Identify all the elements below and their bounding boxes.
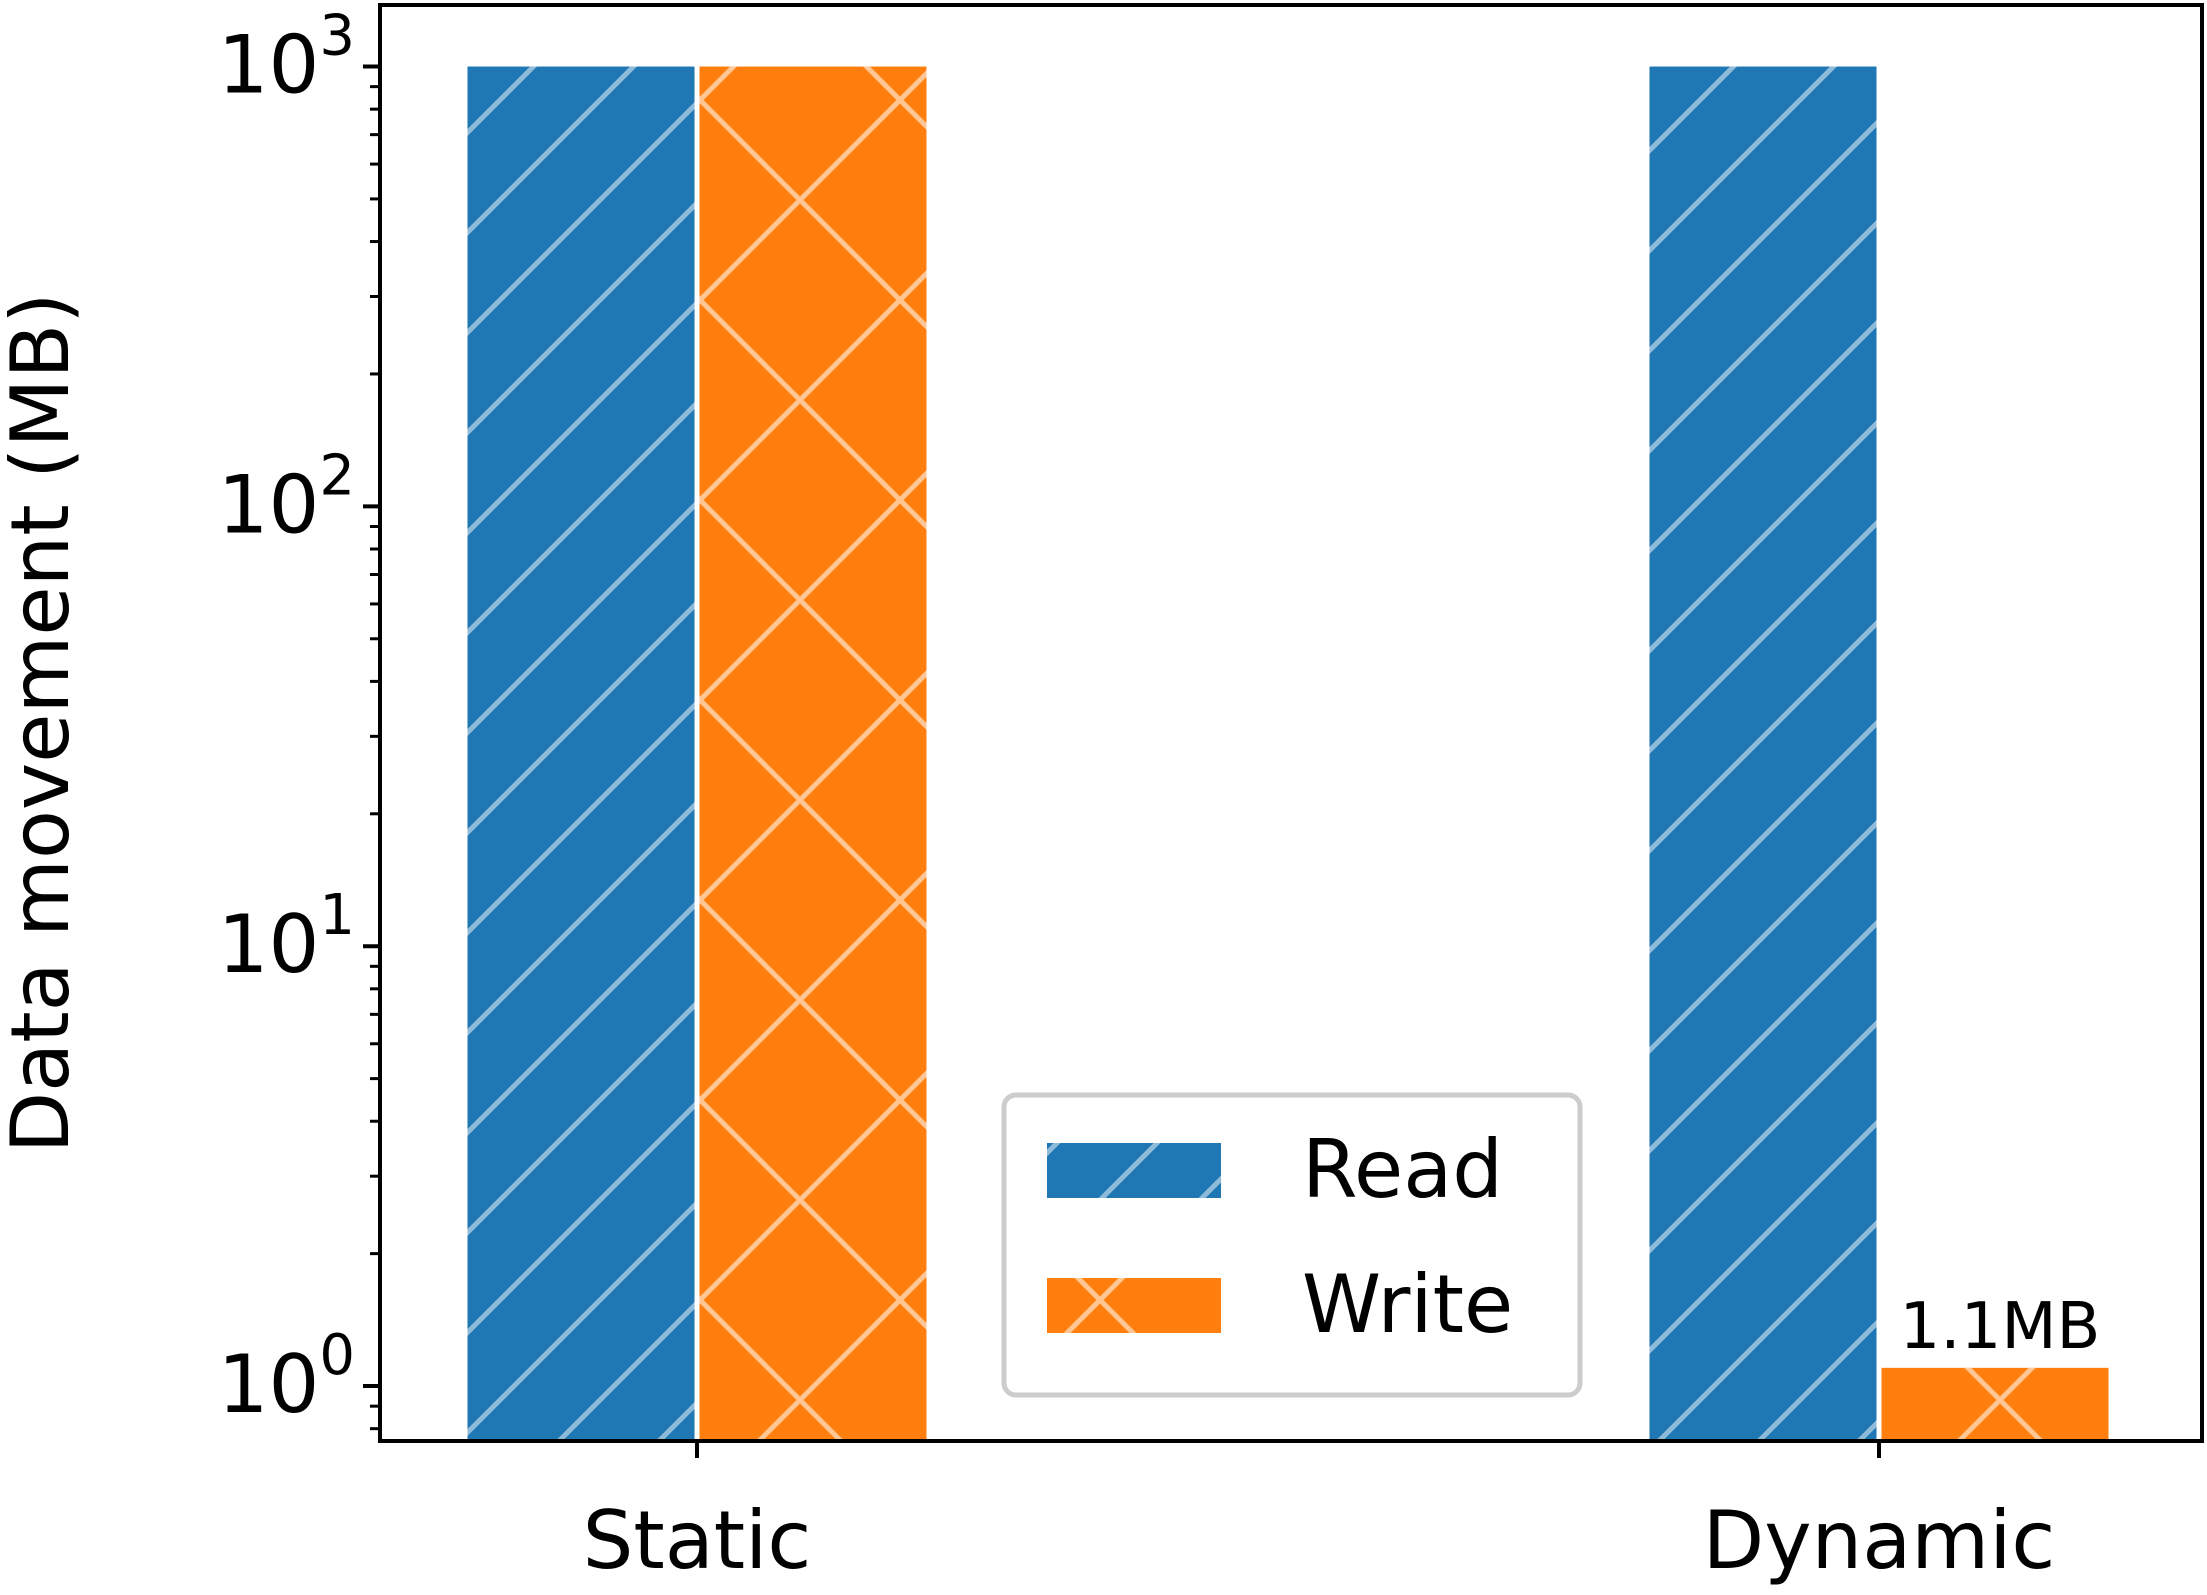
legend-label-read: Read: [1302, 1123, 1503, 1216]
x-tick-label-dynamic: Dynamic: [1703, 1494, 2056, 1587]
y-tick-label: 100: [218, 1323, 355, 1431]
bar-write-static: [699, 66, 927, 1441]
legend-item-read: Read: [1047, 1123, 1503, 1216]
y-axis: 100 101 102 103: [218, 4, 380, 1431]
y-axis-title: Data movement (MB): [0, 293, 87, 1154]
y-tick-label: 103: [218, 4, 355, 112]
legend-label-write: Write: [1302, 1258, 1513, 1351]
bars-group: 1.1MB: [467, 66, 2109, 1441]
data-label-write-dynamic: 1.1MB: [1900, 1290, 2101, 1364]
bar-read-dynamic: [1649, 66, 1877, 1441]
bar-read-static: [467, 66, 695, 1441]
plot-frame: [378, 3, 2204, 1443]
x-tick-label-static: Static: [583, 1494, 812, 1587]
y-tick-label: 102: [218, 443, 355, 551]
legend: Read Write: [1001, 1092, 1583, 1398]
y-tick-label: 101: [218, 883, 355, 991]
bar-write-dynamic: [1881, 1367, 2109, 1441]
legend-item-write: Write: [1047, 1258, 1513, 1351]
x-axis: Static Dynamic: [583, 1441, 2056, 1587]
